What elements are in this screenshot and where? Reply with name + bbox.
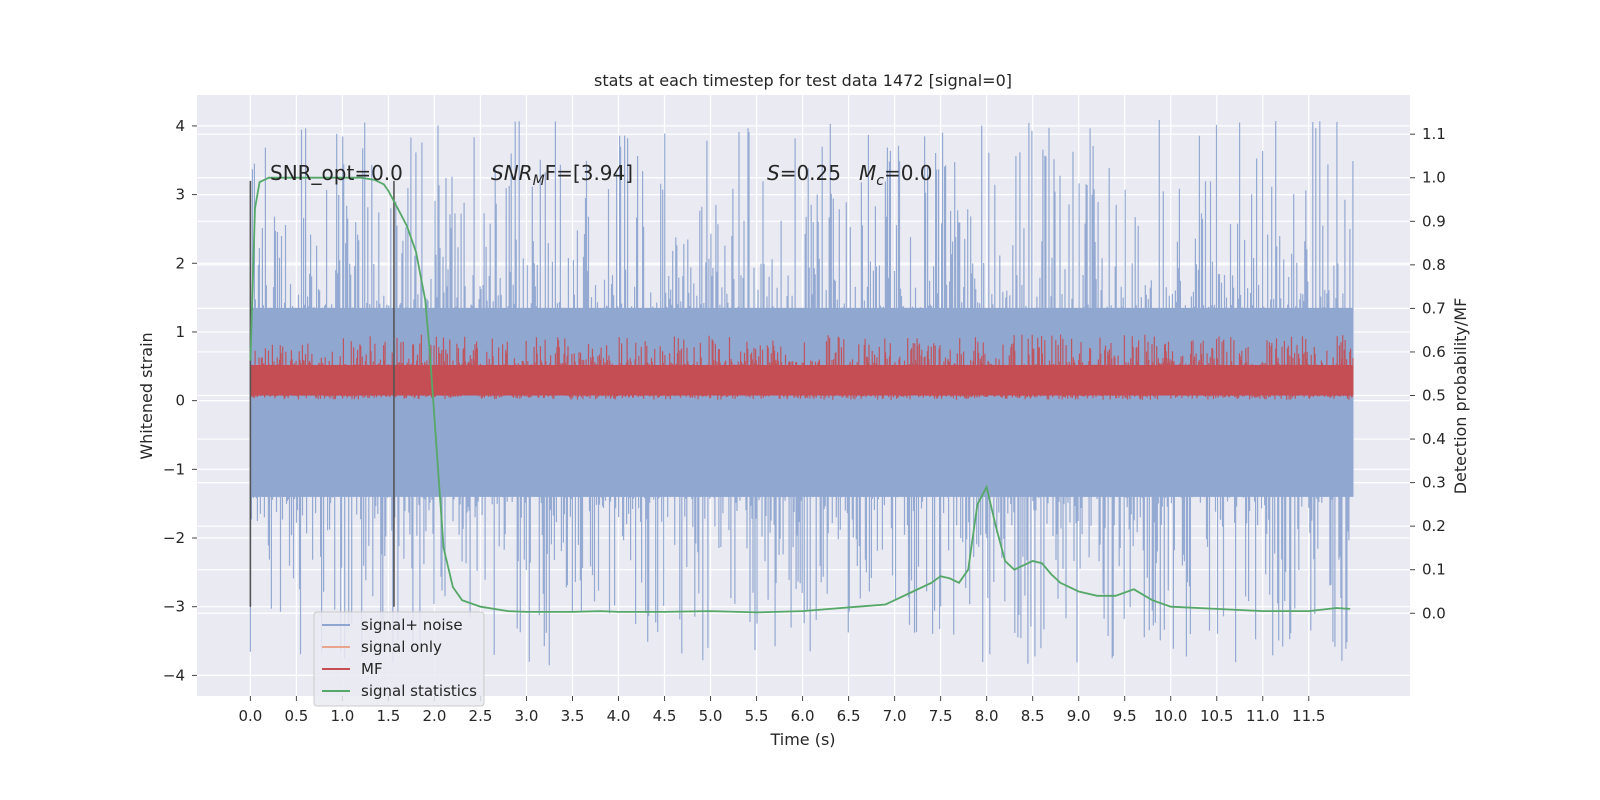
- annotation-mc-sub: c: [876, 173, 884, 189]
- legend-label-signal-statistics: signal statistics: [361, 682, 477, 700]
- x-tick-label: 7.0: [883, 707, 907, 725]
- x-tick-label: 11.5: [1292, 707, 1325, 725]
- x-ticks: 0.0 0.5 1.0 1.5 2.0 2.5 3.0 3.5 4.0 4.5 5.0 5.5 6.0 6…: [238, 696, 1325, 725]
- chart-title: stats at each timestep for test data 147…: [594, 71, 1012, 90]
- y-axis-label-left: Whitened strain: [137, 332, 156, 459]
- y-right-tick-label: 0.0: [1422, 604, 1446, 622]
- y-right-tick-label: 1.0: [1422, 169, 1446, 187]
- x-tick-label: 10.0: [1154, 707, 1187, 725]
- legend-label-signal-noise: signal+ noise: [361, 616, 463, 634]
- legend: signal+ noise signal only MF signal stat…: [313, 611, 485, 707]
- x-axis-label: Time (s): [769, 730, 835, 749]
- y-ticks-right: 1.1 1.0 0.9 0.8 0.7 0.6 0.5 0.4 0.3 0.2 0.1 0.0: [1410, 125, 1446, 622]
- annotation-s-value: =0.25: [780, 161, 841, 185]
- y-left-tick-label: 0: [175, 392, 185, 410]
- x-tick-label: 10.5: [1200, 707, 1233, 725]
- y-right-tick-label: 0.6: [1422, 343, 1446, 361]
- y-left-tick-label: 4: [175, 117, 185, 135]
- x-tick-label: 8.5: [1021, 707, 1045, 725]
- x-tick-label: 3.0: [515, 707, 539, 725]
- signal-statistics-line: [249, 176, 1351, 614]
- annotation-snr-mf-sub: M: [533, 173, 545, 189]
- y-left-tick-label: 2: [175, 254, 185, 272]
- y-left-tick-label: −1: [163, 460, 185, 478]
- annotation-s-label: S: [767, 161, 780, 185]
- x-tick-label: 1.5: [376, 707, 400, 725]
- annotation-mc: Mc=0.0: [859, 161, 933, 189]
- y-right-tick-label: 0.7: [1422, 299, 1446, 317]
- y-right-tick-label: 1.1: [1422, 125, 1446, 143]
- annotation-snr-mf-rest: F=[3.94]: [545, 161, 633, 185]
- y-left-tick-label: 1: [175, 323, 185, 341]
- legend-label-signal-only: signal only: [361, 638, 442, 656]
- x-tick-label: 4.5: [653, 707, 677, 725]
- x-tick-label: 5.5: [745, 707, 769, 725]
- y-left-tick-label: −2: [163, 529, 185, 547]
- x-tick-label: 9.5: [1113, 707, 1137, 725]
- x-tick-label: 3.5: [561, 707, 585, 725]
- y-right-tick-label: 0.4: [1422, 430, 1446, 448]
- x-tick-label: 6.5: [837, 707, 861, 725]
- annotation-mc-base: M: [859, 161, 876, 185]
- x-tick-label: 0.5: [284, 707, 308, 725]
- y-left-tick-label: −4: [163, 666, 185, 684]
- vertical-markers: [249, 180, 395, 607]
- x-tick-label: 4.0: [607, 707, 631, 725]
- x-tick-label: 11.0: [1246, 707, 1279, 725]
- x-tick-label: 6.0: [791, 707, 815, 725]
- legend-label-mf: MF: [361, 660, 383, 678]
- y-ticks-left: 4 3 2 1 0 −1 −2 −3 −4: [163, 117, 197, 684]
- x-tick-label: 1.0: [330, 707, 354, 725]
- y-axis-label-right: Detection probability/MF: [1451, 298, 1470, 495]
- y-right-tick-label: 0.2: [1422, 517, 1446, 535]
- y-right-tick-label: 0.1: [1422, 561, 1446, 579]
- x-tick-label: 2.0: [423, 707, 447, 725]
- y-left-tick-label: −3: [163, 598, 185, 616]
- annotation-snr-mf-base: SNR: [491, 161, 533, 185]
- legend-box: [313, 611, 485, 707]
- mf-series: [249, 334, 1354, 400]
- x-tick-label: 2.5: [469, 707, 493, 725]
- x-tick-label: 5.0: [699, 707, 723, 725]
- x-tick-label: 9.0: [1067, 707, 1091, 725]
- x-tick-label: 0.0: [238, 707, 262, 725]
- x-tick-label: 8.0: [975, 707, 999, 725]
- annotation-s: S=0.25: [767, 161, 841, 185]
- annotation-snr-mf: SNRMF=[3.94]: [491, 161, 633, 189]
- annotation-mc-value: =0.0: [884, 161, 933, 185]
- y-right-tick-label: 0.8: [1422, 256, 1446, 274]
- x-tick-label: 7.5: [929, 707, 953, 725]
- y-right-tick-label: 0.5: [1422, 387, 1446, 405]
- annotation-snr-opt: SNR_opt=0.0: [270, 161, 403, 185]
- y-left-tick-label: 3: [175, 186, 185, 204]
- y-right-tick-label: 0.3: [1422, 474, 1446, 492]
- y-right-tick-label: 0.9: [1422, 212, 1446, 230]
